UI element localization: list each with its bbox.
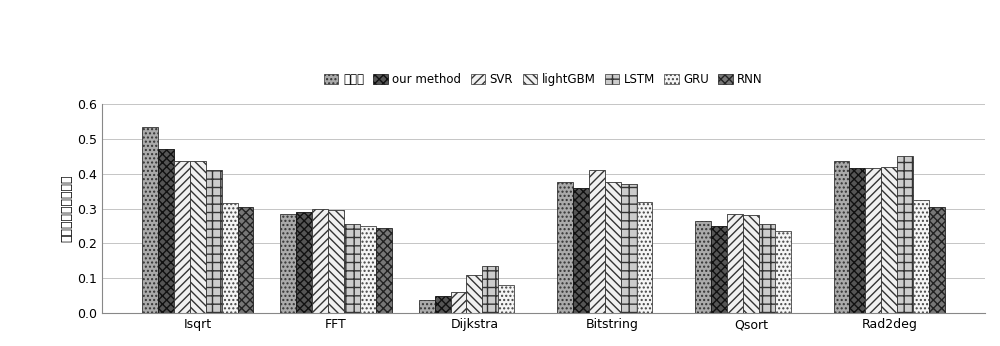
Bar — [238, 207, 253, 313]
Bar — [435, 296, 451, 313]
Bar — [312, 209, 328, 313]
Bar — [929, 207, 945, 313]
Bar — [573, 188, 589, 313]
Bar — [881, 167, 897, 313]
Bar — [834, 162, 849, 313]
Bar — [222, 203, 238, 313]
Bar — [727, 214, 743, 313]
Bar — [605, 182, 621, 313]
Bar — [174, 162, 190, 313]
Bar — [360, 226, 376, 313]
Bar — [589, 170, 605, 313]
Bar — [451, 292, 466, 313]
Bar — [419, 300, 435, 313]
Bar — [328, 210, 344, 313]
Bar — [296, 212, 312, 313]
Bar — [376, 228, 392, 313]
Bar — [466, 275, 482, 313]
Bar — [190, 162, 206, 313]
Bar — [711, 226, 727, 313]
Bar — [849, 169, 865, 313]
Bar — [865, 169, 881, 313]
Bar — [775, 231, 791, 313]
Bar — [759, 224, 775, 313]
Bar — [913, 200, 929, 313]
Y-axis label: 脆弱性预测结果对比: 脆弱性预测结果对比 — [60, 175, 73, 242]
Bar — [280, 214, 296, 313]
Bar — [206, 170, 222, 313]
Bar — [743, 216, 759, 313]
Bar — [158, 149, 174, 313]
Bar — [142, 127, 158, 313]
Legend: 标准值, our method, SVR, lightGBM, LSTM, GRU, RNN: 标准值, our method, SVR, lightGBM, LSTM, GR… — [319, 68, 768, 90]
Bar — [695, 221, 711, 313]
Bar — [621, 184, 637, 313]
Bar — [557, 182, 573, 313]
Bar — [482, 266, 498, 313]
Bar — [344, 224, 360, 313]
Bar — [498, 285, 514, 313]
Bar — [897, 156, 913, 313]
Bar — [637, 202, 652, 313]
